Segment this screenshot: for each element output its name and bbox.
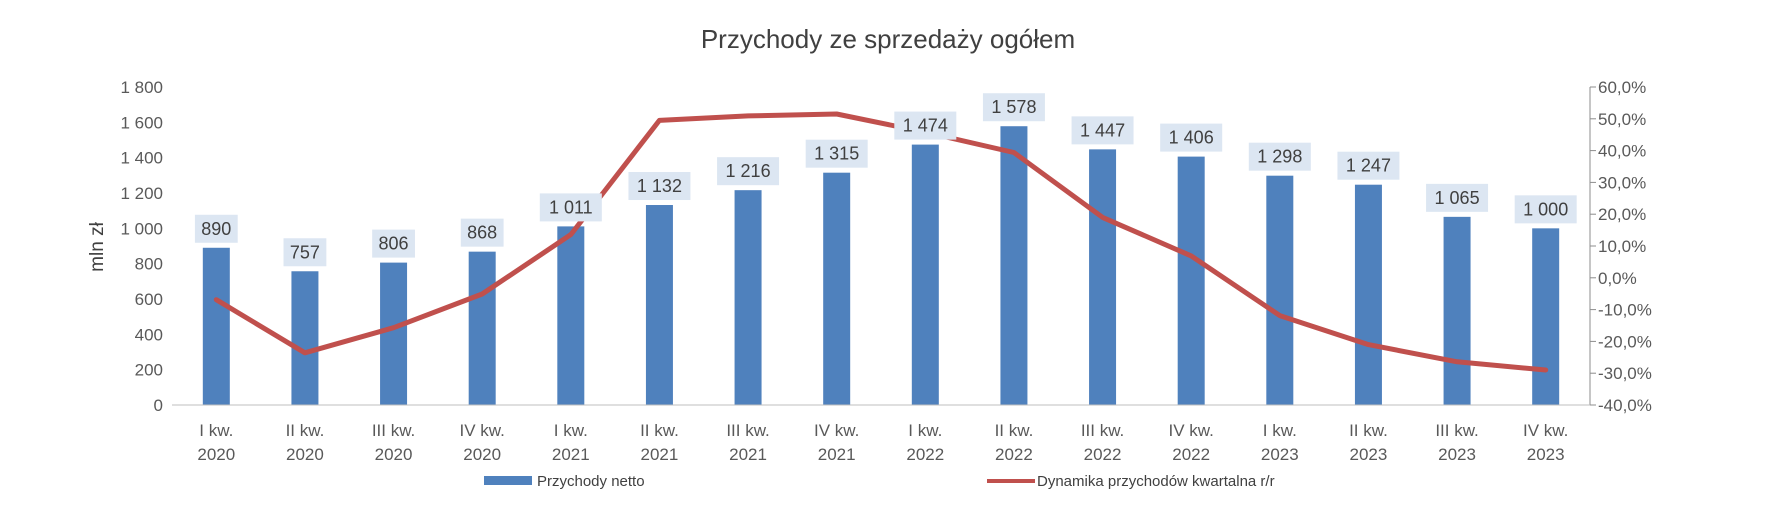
bar-series: [202, 126, 1560, 406]
x-tick-label: III kw. 2020: [372, 421, 415, 464]
data-label: 1 000: [1523, 199, 1568, 219]
data-labels: 890 757 806 868 1 011 1 132 1 216 1 315 1 474 1 5…: [194, 93, 1577, 267]
x-tick-label: II kw. 2023: [1349, 421, 1388, 464]
bar: [202, 247, 230, 405]
data-label: 1 474: [903, 116, 948, 136]
x-tick-label: II kw. 2021: [640, 421, 679, 464]
data-label-box: [539, 193, 602, 222]
y-left-tick-label: 600: [135, 290, 163, 309]
data-label: 1 065: [1435, 188, 1480, 208]
y-right-tick-label: -30,0%: [1598, 364, 1652, 383]
x-tick-label: IV kw. 2023: [1523, 421, 1568, 464]
y-right-tick-label: 40,0%: [1598, 142, 1646, 161]
y-left-tick-label: 800: [135, 255, 163, 274]
data-label-box: [1248, 142, 1311, 171]
bar: [380, 262, 408, 405]
y-left-tick-label: 0: [154, 396, 163, 415]
data-label-box: [283, 238, 327, 267]
x-tick-label: II kw. 2022: [995, 421, 1034, 464]
y-axis-left-label: mln zł: [87, 221, 108, 271]
y-right-tick-label: 0,0%: [1598, 269, 1637, 288]
data-label-box: [1160, 123, 1223, 152]
data-label-box: [894, 111, 957, 140]
x-tick-label: III kw. 2023: [1435, 421, 1478, 464]
y-right-tick-label: -10,0%: [1598, 301, 1652, 320]
bar: [1354, 184, 1382, 405]
x-axis: I kw. 2020 II kw. 2020 III kw. 2020 IV kw. 2020…: [172, 404, 1590, 464]
data-label: 757: [290, 242, 320, 262]
bar: [1443, 216, 1471, 405]
data-label-box: [194, 214, 238, 243]
data-label: 890: [201, 219, 231, 239]
bar: [1532, 228, 1560, 405]
y-right-tick-label: 60,0%: [1598, 78, 1646, 97]
bar: [1266, 175, 1294, 405]
x-tick-label: I kw. 2020: [197, 421, 235, 464]
y-right-tick-label: -20,0%: [1598, 332, 1652, 351]
data-label: 1 247: [1346, 156, 1391, 176]
data-label-box: [372, 229, 415, 258]
legend-label-line: Dynamika przychodów kwartalna r/r: [1037, 473, 1275, 490]
data-label: 1 298: [1257, 147, 1302, 167]
data-label-box: [460, 218, 504, 247]
x-tick-label: I kw. 2023: [1261, 421, 1299, 464]
y-left-tick-label: 1 200: [120, 184, 163, 203]
y-left-tick-label: 1 000: [120, 219, 163, 238]
data-label-box: [717, 157, 780, 186]
y-left-tick-label: 1 400: [120, 149, 163, 168]
y-left-tick-label: 200: [135, 361, 163, 380]
bar: [1089, 149, 1117, 405]
bar: [1177, 156, 1205, 405]
bar: [1000, 126, 1028, 405]
legend-swatch-bars: [484, 476, 532, 485]
y-left-tick-label: 1 800: [120, 78, 163, 97]
x-tick-label: IV kw. 2021: [814, 421, 859, 464]
chart-title: Przychody ze sprzedaży ogółem: [701, 24, 1075, 54]
x-tick-label: II kw. 2020: [286, 421, 325, 464]
y-right-tick-label: 20,0%: [1598, 205, 1646, 224]
data-label: 868: [467, 223, 497, 243]
y-right-tick-label: 30,0%: [1598, 173, 1646, 192]
bar: [823, 172, 851, 405]
y-left-tick-label: 1 600: [120, 113, 163, 132]
x-tick-label: III kw. 2021: [726, 421, 769, 464]
bar: [557, 226, 585, 405]
x-tick-label: III kw. 2022: [1081, 421, 1124, 464]
legend: Przychody netto Dynamika przychodów kwar…: [484, 473, 1275, 490]
data-label-box: [628, 172, 691, 201]
data-label: 1 578: [991, 97, 1036, 117]
legend-label-bars: Przychody netto: [537, 473, 645, 490]
data-label: 1 406: [1169, 128, 1214, 148]
bar: [911, 144, 939, 406]
x-tick-label: I kw. 2021: [552, 421, 590, 464]
bar: [734, 190, 762, 405]
y-axis-right: -40,0% -30,0% -20,0% -10,0% 0,0% 10,0% 20,0% 30…: [1589, 78, 1652, 415]
data-label-box: [805, 139, 868, 168]
data-label: 806: [379, 234, 409, 254]
x-tick-label: I kw. 2022: [906, 421, 944, 464]
data-label-box: [982, 93, 1045, 122]
data-label-box: [1337, 151, 1400, 180]
data-label: 1 011: [549, 197, 593, 217]
data-label: 1 447: [1080, 120, 1125, 140]
data-label-box: [1426, 183, 1489, 212]
y-left-tick-label: 400: [135, 325, 163, 344]
x-tick-label: IV kw. 2020: [460, 421, 505, 464]
y-right-tick-label: -40,0%: [1598, 396, 1652, 415]
y-axis-left: 0 200 400 600 800 1 000 1 200 1 400 1 600 1 800: [120, 78, 163, 415]
data-label: 1 216: [726, 161, 771, 181]
bar: [468, 251, 496, 405]
data-label: 1 132: [637, 176, 682, 196]
bar: [645, 205, 673, 405]
data-label-box: [1514, 195, 1577, 224]
data-label-box: [1071, 116, 1134, 145]
data-label: 1 315: [814, 144, 859, 164]
bar: [291, 271, 319, 405]
y-right-tick-label: 50,0%: [1598, 110, 1646, 129]
line-path: [213, 111, 1549, 373]
x-tick-label: IV kw. 2022: [1169, 421, 1214, 464]
y-right-tick-label: 10,0%: [1598, 237, 1646, 256]
